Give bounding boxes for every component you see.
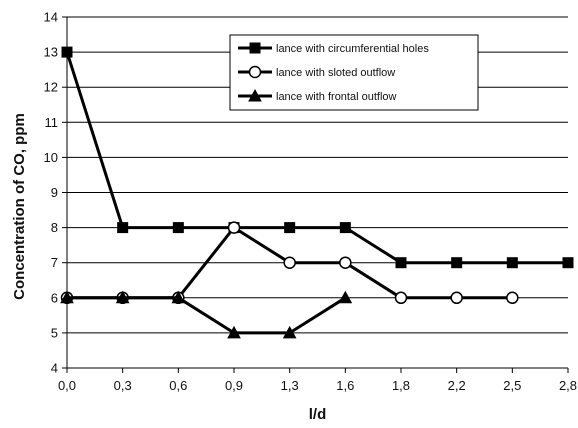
legend-item: lance with frontal outflow — [238, 88, 397, 103]
legend-marker — [248, 65, 262, 79]
y-tick-label: 8 — [51, 220, 58, 235]
y-tick-labels: 4 5 6 7 8 9 10 11 12 13 14 — [44, 10, 58, 376]
series-line — [67, 296, 347, 335]
legend-label: lance with circumferential holes — [276, 43, 429, 55]
y-tick-label: 9 — [51, 185, 58, 200]
data-point — [338, 290, 353, 304]
legend-item: lance with sloted outflow — [238, 65, 395, 79]
series-2 — [60, 290, 353, 339]
data-point — [172, 222, 184, 234]
data-point — [451, 257, 463, 269]
data-point — [171, 290, 186, 304]
x-tick-label: 0,0 — [58, 378, 76, 393]
x-tick-labels: 0,0 0,3 0,6 0,9 1,3 1,6 1,8 2,2 2,5 2,8 — [58, 378, 577, 393]
legend-item: lance with circumferential holes — [238, 42, 429, 55]
data-point — [506, 291, 519, 305]
y-tick-label: 13 — [44, 45, 58, 60]
x-tick-label: 0,3 — [114, 378, 132, 393]
data-point — [562, 257, 574, 269]
x-axis-title: l/d — [309, 406, 327, 423]
data-point — [61, 46, 73, 58]
data-point — [227, 221, 241, 234]
x-tick-label: 0,9 — [225, 378, 243, 393]
y-tick-label: 5 — [51, 325, 58, 340]
data-point — [506, 257, 518, 269]
legend-label: lance with sloted outflow — [276, 67, 395, 79]
y-tick-label: 6 — [51, 290, 58, 305]
y-tick-label: 10 — [44, 150, 58, 165]
x-tick-label: 2,5 — [503, 378, 521, 393]
x-tick-label: 1,3 — [281, 378, 299, 393]
legend-marker — [249, 42, 261, 54]
x-tick-label: 2,8 — [559, 378, 577, 393]
data-point — [284, 222, 296, 234]
series-line — [65, 51, 568, 265]
data-point — [339, 222, 351, 234]
y-tick-label: 7 — [51, 255, 58, 270]
data-point — [394, 291, 408, 305]
x-tick-label: 0,6 — [169, 378, 187, 393]
data-point — [282, 325, 297, 339]
data-point — [450, 291, 463, 305]
y-tick-label: 14 — [44, 10, 58, 25]
legend-marker — [248, 88, 262, 102]
legend-label: lance with frontal outflow — [276, 91, 397, 103]
y-tick-label: 12 — [44, 80, 58, 95]
data-point — [339, 256, 352, 269]
data-point — [60, 290, 74, 304]
data-point — [395, 257, 407, 269]
data-point — [227, 325, 241, 339]
series-lines — [60, 46, 574, 339]
data-point — [115, 290, 130, 304]
x-tick-label: 1,6 — [336, 378, 354, 393]
y-tick-label: 4 — [51, 361, 58, 376]
y-axis-title: Concentration of CO, ppm — [11, 113, 28, 300]
x-tick-label: 2,2 — [448, 378, 466, 393]
data-point — [283, 256, 296, 269]
y-tick-label: 11 — [45, 115, 59, 130]
data-point — [117, 222, 129, 234]
legend: lance with circumferential holes lance wi… — [229, 34, 479, 111]
x-tick-label: 1,8 — [392, 378, 410, 393]
